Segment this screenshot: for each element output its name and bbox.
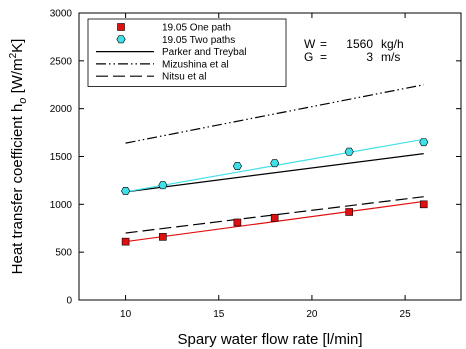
condition-symbol: G <box>304 50 313 64</box>
y-axis-title-unit: [W/m <box>9 58 26 97</box>
y-tick-label: 0 <box>66 296 72 307</box>
legend-label: 19.05 One path <box>162 23 231 34</box>
legend-label: Mizushina et al <box>162 59 229 70</box>
marker-square <box>233 218 242 227</box>
y-axis-title: Heat transfer coefficient ho [W/m2K] <box>8 39 29 275</box>
ref-line <box>125 84 424 144</box>
x-tick-label: 15 <box>213 309 225 320</box>
y-axis-title-sub: o <box>17 98 29 104</box>
marker-square <box>270 213 279 222</box>
reference-lines <box>125 84 424 234</box>
marker-square <box>121 237 130 246</box>
y-axis-title-unit-end: K] <box>9 39 26 53</box>
data-markers <box>121 138 429 246</box>
condition-equals: = <box>320 37 327 51</box>
marker-hexagon <box>158 181 168 190</box>
marker-square <box>117 23 125 31</box>
y-tick-label: 1500 <box>50 152 73 163</box>
condition-unit: m/s <box>381 50 400 64</box>
y-tick-label: 3000 <box>50 9 73 20</box>
marker-square <box>419 200 428 209</box>
y-tick-label: 2000 <box>50 104 73 115</box>
condition-value: 3 <box>366 50 373 64</box>
fit-line <box>125 200 424 243</box>
marker-square <box>159 233 167 241</box>
y-tick-label: 1000 <box>50 200 73 211</box>
x-tick-label: 10 <box>120 309 132 320</box>
fit-lines <box>125 138 424 243</box>
condition-value: 1560 <box>346 37 373 51</box>
ref-line <box>125 153 424 193</box>
y-tick-labels: 0 500 1000 1500 2000 2500 3000 <box>50 9 73 307</box>
legend-label: Parker and Treybal <box>162 47 247 58</box>
conditions-annotation: W = 1560 kg/h G = 3 m/s <box>304 37 404 64</box>
marker-hexagon <box>121 187 131 195</box>
marker-square <box>345 208 353 216</box>
y-tick-label: 500 <box>55 248 72 259</box>
y-axis-title-sup: 2 <box>8 52 19 58</box>
condition-symbol: W <box>304 37 316 51</box>
marker-hexagon <box>419 138 429 147</box>
condition-equals: = <box>320 50 327 64</box>
marker-hexagon <box>270 159 280 168</box>
marker-hexagon <box>116 35 126 44</box>
condition-unit: kg/h <box>381 37 404 51</box>
marker-hexagon <box>344 147 354 156</box>
legend-label: Nitsu et al <box>162 72 206 83</box>
x-tick-label: 25 <box>400 309 412 320</box>
y-axis-title-main: Heat transfer coefficient h <box>9 104 26 275</box>
x-tick-label: 20 <box>306 309 318 320</box>
x-axis-title: Spary water flow rate [l/min] <box>177 331 362 348</box>
plot-frame <box>78 12 462 301</box>
y-tick-label: 2500 <box>50 56 73 67</box>
legend-label: 19.05 Two paths <box>162 35 235 46</box>
marker-hexagon <box>232 162 242 170</box>
x-tick-labels: 10 15 20 25 <box>120 309 411 320</box>
